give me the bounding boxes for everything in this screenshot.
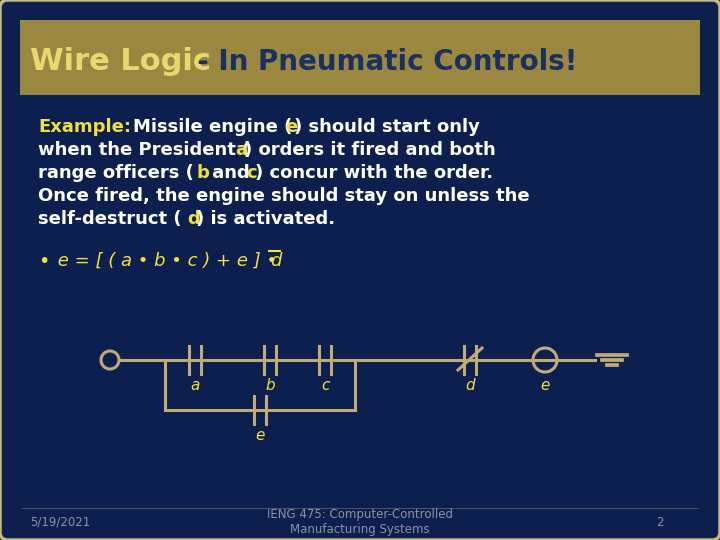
Text: and: and bbox=[206, 164, 256, 182]
Text: e: e bbox=[285, 118, 297, 136]
Text: Once fired, the engine should stay on unless the: Once fired, the engine should stay on un… bbox=[38, 187, 530, 205]
Text: Wire Logic: Wire Logic bbox=[30, 48, 211, 77]
Text: ) should start only: ) should start only bbox=[294, 118, 480, 136]
Text: b: b bbox=[197, 164, 210, 182]
Text: when the President (: when the President ( bbox=[38, 141, 251, 159]
Text: Example:: Example: bbox=[38, 118, 131, 136]
Text: self-destruct (: self-destruct ( bbox=[38, 210, 181, 228]
Text: ) orders it fired and both: ) orders it fired and both bbox=[244, 141, 496, 159]
Text: •: • bbox=[38, 252, 50, 271]
Text: e: e bbox=[256, 428, 265, 443]
Text: c: c bbox=[246, 164, 256, 182]
Text: a: a bbox=[190, 378, 199, 393]
Text: range officers (: range officers ( bbox=[38, 164, 194, 182]
Text: ) is activated.: ) is activated. bbox=[196, 210, 335, 228]
Text: - In Pneumatic Controls!: - In Pneumatic Controls! bbox=[178, 48, 577, 76]
Text: c: c bbox=[321, 378, 329, 393]
Text: e: e bbox=[540, 378, 549, 393]
Text: 5/19/2021: 5/19/2021 bbox=[30, 516, 90, 529]
Text: d: d bbox=[270, 252, 282, 270]
FancyBboxPatch shape bbox=[20, 20, 700, 95]
Text: d: d bbox=[187, 210, 199, 228]
Text: b: b bbox=[265, 378, 275, 393]
Text: Missile engine (: Missile engine ( bbox=[133, 118, 292, 136]
Text: a: a bbox=[235, 141, 247, 159]
Text: IENG 475: Computer-Controlled
Manufacturing Systems: IENG 475: Computer-Controlled Manufactur… bbox=[267, 508, 453, 536]
Text: d: d bbox=[465, 378, 474, 393]
Text: 2: 2 bbox=[656, 516, 664, 529]
Text: e = [ ( a • b • c ) + e ] •: e = [ ( a • b • c ) + e ] • bbox=[52, 252, 283, 270]
Text: ) concur with the order.: ) concur with the order. bbox=[255, 164, 493, 182]
